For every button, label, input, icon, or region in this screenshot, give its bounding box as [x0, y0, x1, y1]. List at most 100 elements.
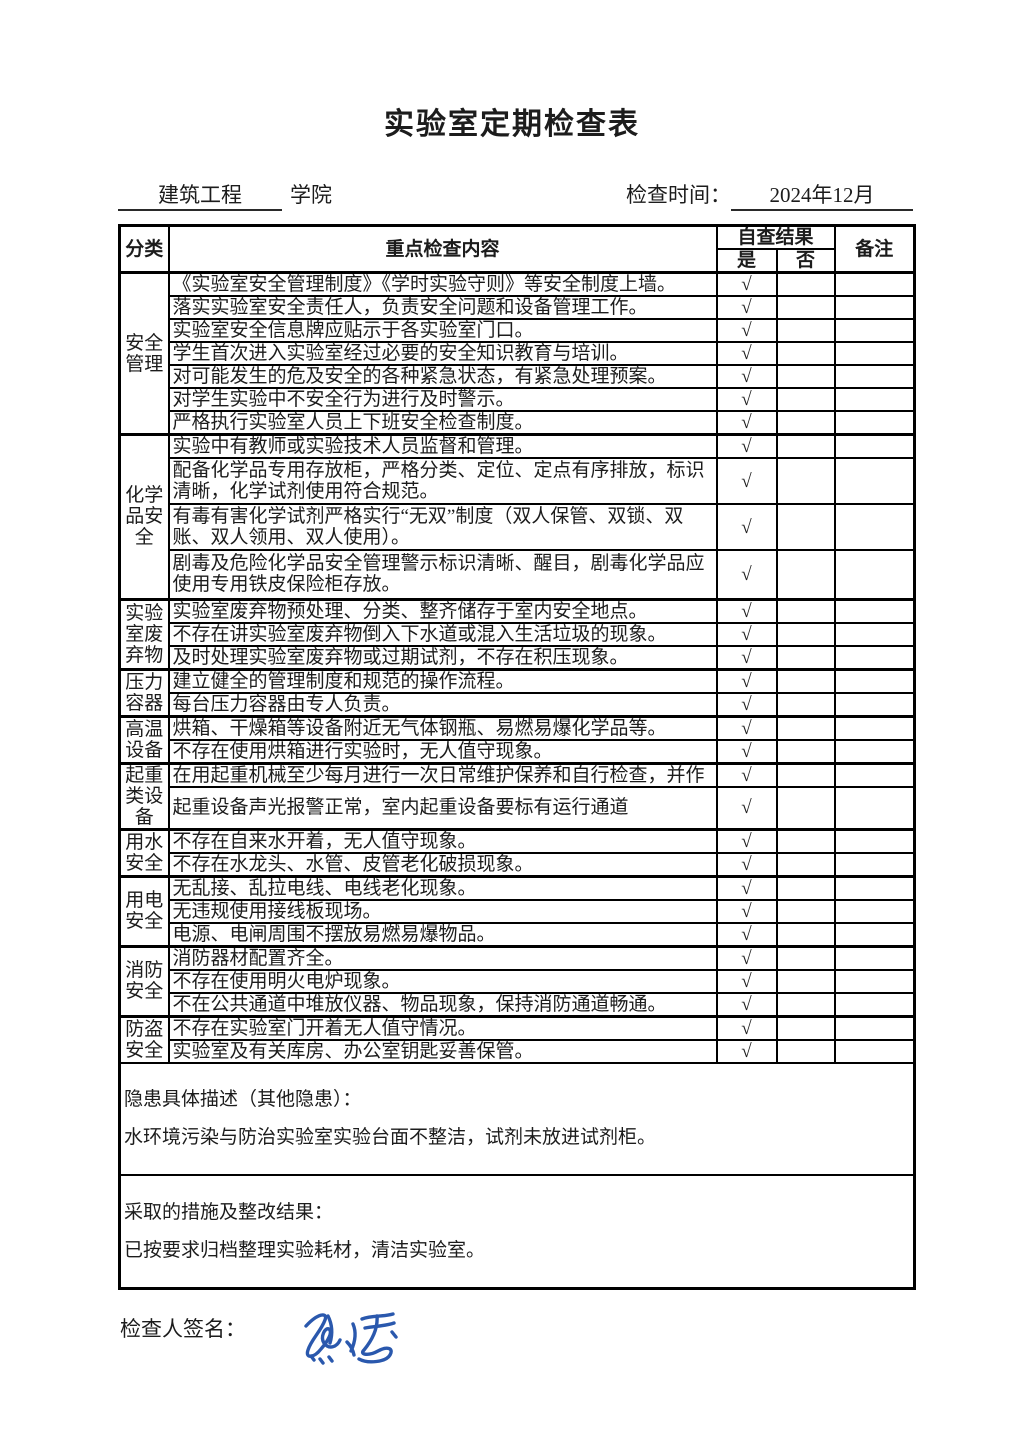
hazard-content: 水环境污染与防治实验室实验台面不整洁，试剂未放进试剂柜。 [124, 1127, 657, 1148]
yes-cell: √ [715, 874, 778, 901]
table-row: 严格执行实验室人员上下班安全检查制度。 √ [120, 410, 916, 436]
no-cell [775, 433, 836, 459]
yes-cell: √ [715, 597, 778, 624]
no-cell [775, 1014, 836, 1041]
table-row: 实验室废弃物 实验室废弃物预处理、分类、整齐储存于室内安全地点。 √ [118, 597, 916, 670]
note-cell [833, 387, 916, 412]
yes-cell: √ [715, 827, 778, 854]
note-cell [833, 364, 916, 389]
check-item-text: 不存在水龙头、水管、皮管老化破损现象。 [167, 851, 718, 877]
no-cell [775, 991, 836, 1017]
note-cell [833, 621, 916, 647]
measures-box: 采取的措施及整改结果： 已按要求归档整理实验耗材，清洁实验室。 [118, 1173, 916, 1289]
note-cell [833, 827, 916, 854]
check-item-text: 起重设备声光报警正常，室内起重设备要标有运行通道 [167, 786, 718, 830]
yes-cell: √ [715, 410, 778, 436]
table-row: 安全管理 《实验室安全管理制度》《学时实验守则》等安全制度上墙。 √ [118, 271, 916, 436]
yes-cell: √ [715, 457, 778, 505]
table-row: 实验室安全信息牌应贴示于各实验室门口。 √ [120, 318, 916, 343]
yes-cell: √ [715, 921, 778, 947]
table-row: 有毒有害化学试剂严格实行“无双”制度（双人保管、双锁、双账、双人领用、双人使用）… [120, 503, 916, 551]
note-cell [833, 874, 916, 901]
department-suffix: 学院 [290, 183, 332, 207]
no-cell [775, 364, 836, 389]
check-item-text: 实验中有教师或实验技术人员监督和管理。 [167, 433, 718, 459]
check-item-text: 消防器材配置齐全。 [167, 944, 718, 971]
table-row: 起重类设备 在用起重机械至少每月进行一次日常维护保养和自行检查，并作 √ [118, 761, 916, 830]
table-row: 及时处理实验室废弃物或过期试剂，不存在积压现象。 √ [120, 644, 916, 670]
signature-label: 检查人签名： [120, 1316, 246, 1341]
check-item-text: 不存在讲实验室废弃物倒入下水道或混入生活垃圾的现象。 [167, 621, 718, 647]
table-row: 高温设备 烘箱、干燥箱等设备附近无气体钢瓶、易燃易爆化学品等。 √ [118, 714, 916, 764]
no-cell [775, 597, 836, 624]
check-item-text: 《实验室安全管理制度》《学时实验守则》等安全制度上墙。 [167, 271, 718, 297]
header-note: 备注 [833, 224, 916, 274]
check-item-text: 严格执行实验室人员上下班安全检查制度。 [167, 410, 718, 436]
no-cell [775, 738, 836, 764]
table-row: 对可能发生的危及安全的各种紧急状态，有紧急处理预案。 √ [120, 364, 916, 389]
check-item-text: 每台压力容器由专人负责。 [167, 691, 718, 717]
table-row: 配备化学品专用存放柜，严格分类、定位、定点有序排放，标识清晰，化学试剂使用符合规… [120, 457, 916, 505]
no-cell [775, 761, 836, 789]
no-cell [775, 874, 836, 901]
header-content: 重点检查内容 [167, 224, 718, 274]
check-item-text: 有毒有害化学试剂严格实行“无双”制度（双人保管、双锁、双账、双人领用、双人使用）… [167, 503, 718, 551]
yes-cell: √ [715, 898, 778, 924]
inspect-time-label: 检查时间： [626, 183, 731, 207]
yes-cell: √ [715, 786, 778, 830]
note-cell [833, 271, 916, 297]
category-cell: 实验室废弃物 [118, 597, 170, 670]
no-cell [775, 667, 836, 694]
note-cell [833, 667, 916, 694]
category-cell: 安全管理 [118, 271, 170, 436]
note-cell [833, 786, 916, 830]
meta-row: 建筑工程 学院 检查时间： 2024年12月 [118, 182, 913, 211]
note-cell [833, 738, 916, 764]
no-cell [775, 341, 836, 366]
yes-cell: √ [715, 387, 778, 412]
yes-cell: √ [715, 295, 778, 320]
category-cell: 压力容器 [118, 667, 170, 717]
note-cell [833, 433, 916, 459]
yes-cell: √ [715, 318, 778, 343]
table-row: 不存在讲实验室废弃物倒入下水道或混入生活垃圾的现象。 √ [120, 621, 916, 647]
check-item-text: 剧毒及危险化学品安全管理警示标识清晰、醒目，剧毒化学品应使用专用铁皮保险柜存放。 [167, 549, 718, 600]
header-yes: 是 [715, 248, 778, 274]
category-cell: 高温设备 [118, 714, 170, 764]
yes-cell: √ [715, 991, 778, 1017]
table-row: 剧毒及危险化学品安全管理警示标识清晰、醒目，剧毒化学品应使用专用铁皮保险柜存放。… [120, 549, 916, 600]
department-field: 建筑工程 [118, 182, 282, 211]
check-item-text: 实验室及有关库房、办公室钥匙妥善保管。 [167, 1038, 718, 1064]
note-cell [833, 714, 916, 741]
yes-cell: √ [715, 761, 778, 789]
yes-cell: √ [715, 851, 778, 877]
summary-body: 隐患具体描述（其他隐患）： 水环境污染与防治实验室实验台面不整洁，试剂未放进试剂… [118, 1061, 916, 1289]
check-item-text: 学生首次进入实验室经过必要的安全知识教育与培训。 [167, 341, 718, 366]
no-cell [775, 851, 836, 877]
table-row: 化学品安全 实验中有教师或实验技术人员监督和管理。 √ [118, 433, 916, 600]
check-item-text: 不存在自来水开着，无人值守现象。 [167, 827, 718, 854]
measures-content: 已按要求归档整理实验耗材，清洁实验室。 [124, 1239, 486, 1261]
check-item-text: 无违规使用接线板现场。 [167, 898, 718, 924]
category-cell: 起重类设备 [118, 761, 170, 830]
yes-cell: √ [715, 271, 778, 297]
category-cell: 用电安全 [118, 874, 170, 947]
table-row: 电源、电闸周围不摆放易燃易爆物品。 √ [120, 921, 916, 947]
inspect-time-line: 检查时间： 2024年12月 [626, 182, 913, 211]
yes-cell: √ [715, 968, 778, 994]
yes-cell: √ [715, 738, 778, 764]
table-row: 压力容器 建立健全的管理制度和规范的操作流程。 √ [118, 667, 916, 717]
note-cell [833, 921, 916, 947]
note-cell [833, 295, 916, 320]
note-cell [833, 503, 916, 551]
note-cell [833, 898, 916, 924]
yes-cell: √ [715, 433, 778, 459]
table-row: 消防安全 消防器材配置齐全。 √ [118, 944, 916, 1017]
department-line: 建筑工程 学院 [118, 182, 332, 211]
category-cell: 化学品安全 [118, 433, 170, 600]
table-row: 实验室及有关库房、办公室钥匙妥善保管。 √ [120, 1038, 916, 1064]
yes-cell: √ [715, 944, 778, 971]
inspect-time-field: 2024年12月 [731, 182, 913, 211]
category-cell: 用水安全 [118, 827, 170, 877]
